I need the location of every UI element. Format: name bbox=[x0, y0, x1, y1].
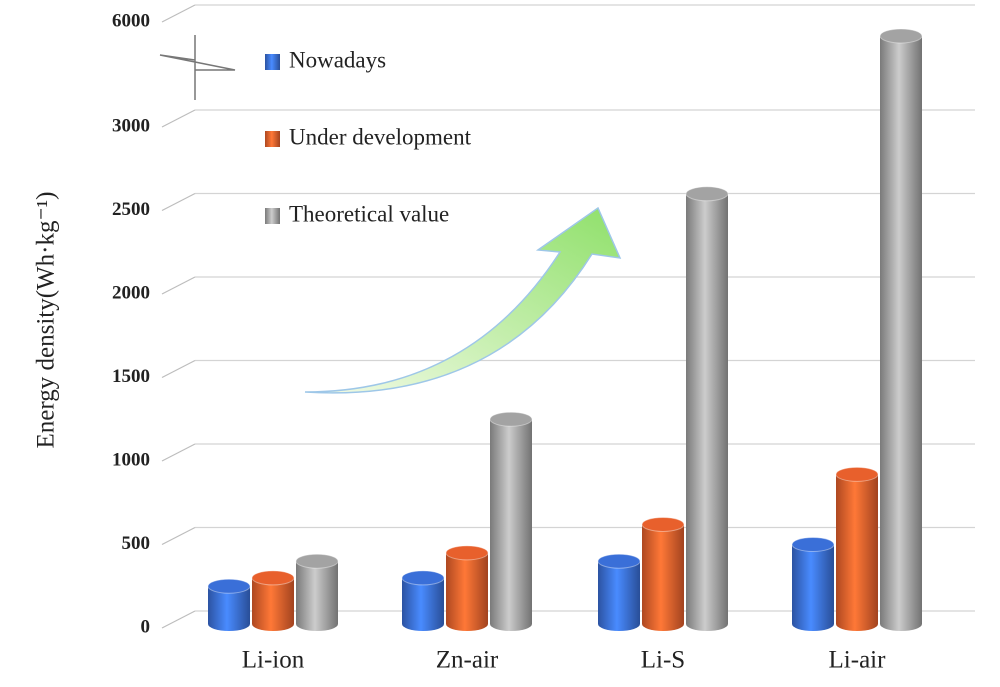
bar-top bbox=[791, 537, 835, 552]
bar bbox=[879, 28, 923, 631]
grid-side bbox=[161, 276, 196, 295]
legend-label: Theoretical value bbox=[289, 201, 449, 226]
y-tick-label: 1000 bbox=[112, 449, 150, 470]
bar-body bbox=[792, 544, 834, 624]
bar bbox=[207, 578, 251, 631]
bar-top bbox=[445, 545, 489, 561]
bar bbox=[295, 553, 339, 631]
grid-side bbox=[161, 526, 196, 546]
bar-body bbox=[686, 193, 728, 625]
grid-side bbox=[161, 192, 196, 212]
bar-body bbox=[880, 36, 922, 624]
legend-swatch bbox=[265, 208, 280, 224]
bar-body bbox=[402, 577, 444, 624]
y-axis-label: Energy density(Wh·kg⁻¹) bbox=[33, 192, 60, 449]
grid-line bbox=[161, 359, 975, 379]
bar bbox=[597, 553, 641, 631]
bar-body bbox=[446, 552, 488, 624]
grid-side bbox=[161, 359, 196, 379]
bar-body bbox=[296, 561, 338, 624]
grid-side bbox=[161, 610, 196, 629]
bar-top bbox=[251, 570, 295, 586]
legend-label: Under development bbox=[289, 124, 472, 149]
bar-body bbox=[598, 561, 640, 624]
bar bbox=[401, 570, 445, 631]
bars bbox=[207, 28, 923, 631]
y-tick-label: 2500 bbox=[112, 199, 150, 220]
trend-arrow bbox=[304, 206, 622, 394]
y-tick-label: 500 bbox=[122, 533, 151, 554]
bar bbox=[251, 570, 295, 631]
bar bbox=[685, 186, 729, 631]
axis-break-symbol bbox=[159, 35, 236, 100]
grid-line bbox=[161, 192, 975, 212]
bar-top bbox=[207, 578, 251, 594]
bar bbox=[641, 516, 685, 631]
bar-body bbox=[836, 474, 878, 624]
bar-top bbox=[295, 553, 339, 569]
y-tick-label: 0 bbox=[141, 616, 151, 637]
x-tick-label: Li-ion bbox=[242, 647, 305, 674]
grid-line bbox=[161, 109, 975, 128]
x-tick-label: Zn-air bbox=[436, 647, 499, 674]
bar-top bbox=[489, 411, 533, 427]
bar-top bbox=[401, 570, 445, 586]
grid-line bbox=[161, 443, 975, 462]
bar-body bbox=[252, 577, 294, 624]
bar-body bbox=[490, 419, 532, 624]
grid-side bbox=[161, 4, 196, 23]
bar-top bbox=[597, 553, 641, 569]
y-tick-label: 1500 bbox=[112, 366, 150, 387]
grid-line bbox=[161, 4, 975, 23]
x-tick-label: Li-air bbox=[829, 647, 887, 674]
grid: 0 500 1000 1500 2000 2500 3000 6000 bbox=[112, 4, 975, 637]
y-tick-label: 3000 bbox=[112, 115, 150, 136]
bar bbox=[791, 537, 835, 631]
bar bbox=[489, 411, 533, 631]
legend-label: Nowadays bbox=[289, 47, 386, 72]
bar bbox=[445, 545, 489, 631]
grid-side bbox=[161, 109, 196, 128]
grid-line bbox=[161, 276, 975, 295]
y-tick-label: 6000 bbox=[112, 10, 150, 31]
bar bbox=[835, 466, 879, 631]
bar-top bbox=[641, 516, 685, 532]
bar-top bbox=[835, 466, 879, 482]
y-tick-label: 2000 bbox=[112, 282, 150, 303]
bar-body bbox=[642, 524, 684, 624]
bar-top bbox=[879, 28, 923, 44]
legend-swatch bbox=[265, 131, 280, 147]
grid-side bbox=[161, 443, 196, 462]
legend-swatch bbox=[265, 54, 280, 70]
bar-top bbox=[685, 186, 729, 202]
x-tick-label: Li-S bbox=[641, 647, 685, 674]
